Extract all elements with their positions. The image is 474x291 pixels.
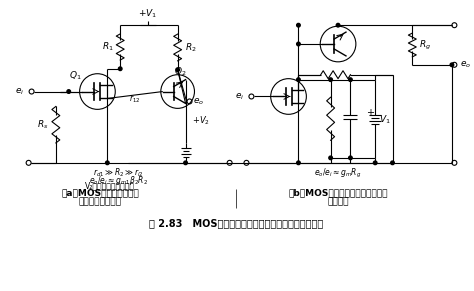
Circle shape — [67, 90, 71, 93]
Text: $+V_2$: $+V_2$ — [191, 115, 210, 127]
Circle shape — [297, 161, 300, 165]
Text: $e_o$: $e_o$ — [460, 60, 472, 70]
Text: $e_i$: $e_i$ — [235, 91, 244, 102]
Text: $R_2$: $R_2$ — [184, 41, 196, 54]
Text: $Q_2$: $Q_2$ — [174, 65, 187, 78]
Text: $e_i$: $e_i$ — [15, 86, 24, 97]
Text: （a）MOS晶体管与双极型: （a）MOS晶体管与双极型 — [62, 189, 139, 198]
Circle shape — [297, 23, 300, 27]
Text: $R_1$: $R_1$ — [101, 41, 113, 53]
Text: $r_{12}$: $r_{12}$ — [129, 93, 141, 105]
Text: 图 2.83   MOS场效应晶体管与双极型晶体管的级联方法: 图 2.83 MOS场效应晶体管与双极型晶体管的级联方法 — [149, 218, 323, 228]
Text: +: + — [366, 108, 374, 118]
Circle shape — [336, 23, 340, 27]
Text: $r_{d1}\gg R_2\gg r_{i2}$: $r_{d1}\gg R_2\gg r_{i2}$ — [93, 167, 144, 179]
Circle shape — [349, 78, 352, 81]
Circle shape — [374, 161, 377, 165]
Text: V₂也可用齐纳二极管等: V₂也可用齐纳二极管等 — [85, 182, 135, 191]
Text: $e_o$: $e_o$ — [193, 96, 205, 107]
Text: $R_g$: $R_g$ — [419, 38, 431, 52]
Circle shape — [349, 156, 352, 160]
Circle shape — [329, 78, 332, 81]
Text: $e_o/e_i\approx g_{m1}\beta_2 R_2$: $e_o/e_i\approx g_{m1}\beta_2 R_2$ — [89, 174, 148, 187]
Circle shape — [297, 42, 300, 46]
Text: $R_s$: $R_s$ — [37, 118, 49, 131]
Text: $Q_1$: $Q_1$ — [69, 70, 82, 82]
Text: 级联电路: 级联电路 — [328, 198, 349, 207]
Circle shape — [329, 156, 332, 160]
Circle shape — [118, 67, 122, 70]
Circle shape — [106, 161, 109, 165]
Circle shape — [176, 68, 180, 72]
Circle shape — [184, 161, 187, 165]
Circle shape — [297, 78, 300, 81]
Circle shape — [391, 161, 394, 165]
Text: $+V_1$: $+V_1$ — [138, 8, 157, 20]
Text: 晶体管的级联电路: 晶体管的级联电路 — [79, 198, 122, 207]
Text: $e_o/e_i\approx g_m R_g$: $e_o/e_i\approx g_m R_g$ — [314, 167, 362, 180]
Text: $V_1$: $V_1$ — [379, 113, 391, 126]
Text: （b）MOS晶体管与双极型晶体管的: （b）MOS晶体管与双极型晶体管的 — [288, 189, 388, 198]
Circle shape — [450, 63, 454, 67]
